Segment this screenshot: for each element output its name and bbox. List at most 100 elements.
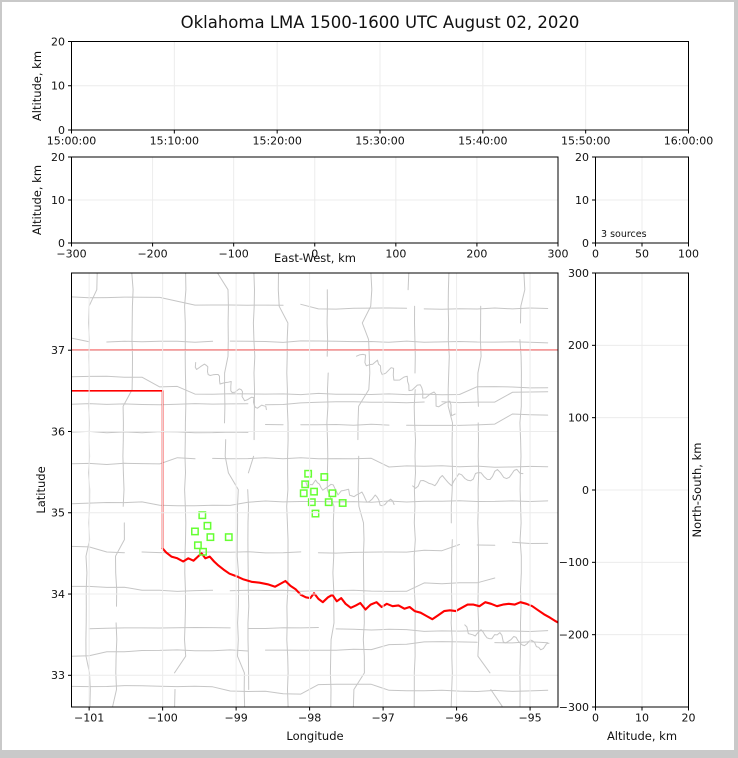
y-tick-label: 10 (51, 80, 65, 93)
y-tick-label: 20 (51, 35, 65, 48)
county-line (112, 622, 118, 707)
county-line (265, 641, 478, 651)
y-tick-label: −200 (559, 628, 589, 641)
county-line (252, 273, 256, 441)
x-tick-label: −97 (371, 712, 394, 725)
x-tick-label: −300 (56, 248, 86, 261)
x-tick-label: −99 (225, 712, 248, 725)
x-tick-label: 50 (635, 248, 649, 261)
figure-paper (2, 2, 734, 750)
county-line (88, 627, 231, 630)
y-tick-label: 0 (58, 124, 65, 137)
river-line (194, 362, 267, 411)
county-line (450, 539, 453, 707)
county-line (277, 273, 289, 707)
y-tick-label: 0 (58, 237, 65, 250)
county-line (265, 401, 425, 406)
x-tick-label: 200 (466, 248, 487, 261)
river-line (412, 468, 524, 489)
county-line (224, 439, 246, 707)
lma-station-marker (301, 480, 310, 489)
lma-station-marker (338, 499, 347, 507)
lma-station-marker (198, 511, 207, 520)
county-line (352, 455, 365, 707)
county-line (71, 296, 284, 306)
lma-station-marker (224, 533, 233, 542)
x-tick-label: −100 (148, 712, 178, 725)
county-line (414, 305, 416, 374)
county-line (335, 628, 549, 632)
lma-station-marker (328, 489, 337, 498)
y-tick-label: 200 (568, 339, 589, 352)
x-tick-label: −101 (74, 712, 104, 725)
x-tick-label: 100 (678, 248, 699, 261)
county-line (174, 273, 187, 674)
county-line (490, 689, 503, 707)
county-line (71, 403, 249, 406)
x-tick-label: 300 (548, 248, 569, 261)
x-tick-label: 15:30:00 (355, 135, 404, 148)
x-tick-label: −100 (219, 248, 249, 261)
x-tick-label: 10 (635, 712, 649, 725)
county-line (71, 585, 214, 592)
lma-station-marker (324, 498, 333, 507)
county-line (229, 577, 496, 592)
map-xlabel: Longitude (286, 729, 343, 743)
lma-station-marker (320, 473, 329, 481)
y-tick-label: −100 (559, 556, 589, 569)
x-tick-label: 15:10:00 (150, 135, 199, 148)
lma-station-marker (191, 527, 199, 536)
state-border-red-river (161, 547, 558, 624)
axes-frame (595, 272, 689, 708)
y-tick-label: 10 (575, 194, 589, 207)
axes-frame (71, 272, 559, 708)
county-line (71, 545, 125, 554)
x-tick-label: 100 (385, 248, 406, 261)
county-line (71, 457, 196, 465)
x-tick-label: −200 (137, 248, 167, 261)
x-tick-label: 15:20:00 (252, 135, 301, 148)
y-tick-label: 0 (582, 484, 589, 497)
northsouth-panel-xlabel: Altitude, km (607, 729, 677, 743)
axes-frame (595, 156, 689, 244)
x-tick-label: 15:40:00 (458, 135, 507, 148)
lma-station-marker (304, 469, 313, 478)
county-line (122, 273, 134, 507)
map-ylabel: Latitude (34, 466, 48, 513)
county-line (300, 423, 390, 426)
county-line (141, 551, 302, 554)
time-altitude-panel: 15:00:00 15:10:00 15:20:00 15:30:00 15:40:00… (47, 35, 713, 147)
y-tick-label: 36 (51, 425, 65, 438)
chart-title: Oklahoma LMA 1500-1600 UTC August 02, 20… (181, 13, 580, 32)
county-line (212, 457, 549, 468)
county-line (423, 307, 549, 310)
x-tick-label: 0 (311, 248, 318, 261)
county-line (71, 649, 249, 657)
axes-frame (71, 156, 559, 244)
time-panel-ylabel: Altitude, km (30, 51, 44, 121)
y-tick-label: 20 (51, 151, 65, 164)
y-tick-label: 100 (568, 411, 589, 424)
county-line (300, 303, 408, 310)
county-line (520, 273, 526, 324)
county-line (406, 413, 549, 426)
x-tick-label: 16:00:00 (664, 135, 713, 148)
y-tick-label: 37 (51, 344, 65, 357)
x-tick-label: −96 (445, 712, 468, 725)
northsouth-altitude-panel: 0 10 20 −300 −200 −100 0 100 200 300 (559, 267, 696, 725)
county-line (106, 340, 214, 343)
eastwest-altitude-panel: −300 −200 −100 0 100 200 300 0 10 20 (51, 151, 569, 261)
county-line (326, 289, 329, 357)
county-line (447, 273, 453, 524)
source-count-annotation: 3 sources (601, 229, 647, 240)
county-line (317, 544, 460, 554)
source-count-panel: 0 50 100 0 10 20 (575, 151, 699, 261)
lma-station-marker (310, 487, 318, 496)
county-line (115, 522, 125, 607)
x-tick-label: −95 (518, 712, 541, 725)
county-line (247, 489, 250, 690)
y-tick-label: 300 (568, 267, 589, 280)
y-tick-label: 33 (51, 669, 65, 682)
x-tick-label: 0 (592, 248, 599, 261)
